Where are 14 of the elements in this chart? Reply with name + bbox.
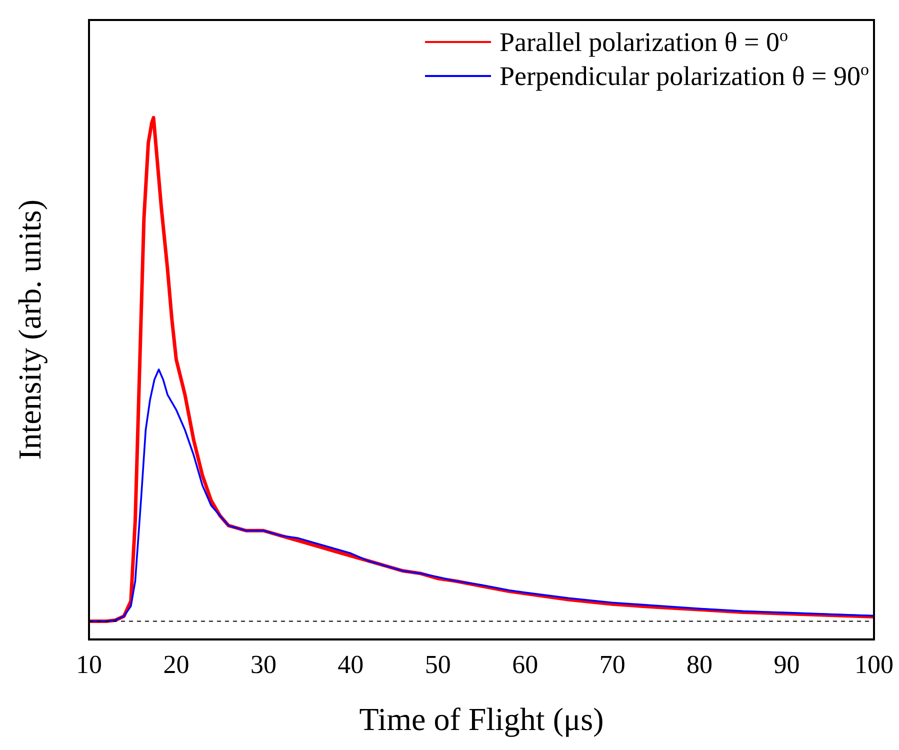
- x-tick-label: 30: [250, 650, 276, 679]
- x-tick-label: 70: [599, 650, 626, 679]
- x-tick-label: 100: [854, 650, 894, 679]
- x-tick-label: 50: [424, 650, 451, 679]
- y-axis-title: Intensity (arb. units): [11, 200, 48, 460]
- x-tick-label: 90: [774, 650, 800, 679]
- x-tick-label: 40: [338, 650, 364, 679]
- x-axis-title: Time of Flight (μs): [359, 701, 604, 738]
- x-tick-label: 20: [163, 650, 190, 679]
- x-tick-label: 60: [512, 650, 538, 679]
- legend-label: Perpendicular polarization θ = 90$^{o}$: [499, 60, 869, 92]
- x-tick-label: 10: [76, 650, 102, 679]
- x-tick-label: 80: [686, 650, 713, 679]
- legend-label: Parallel polarization θ = 0$^{o}$: [499, 26, 788, 58]
